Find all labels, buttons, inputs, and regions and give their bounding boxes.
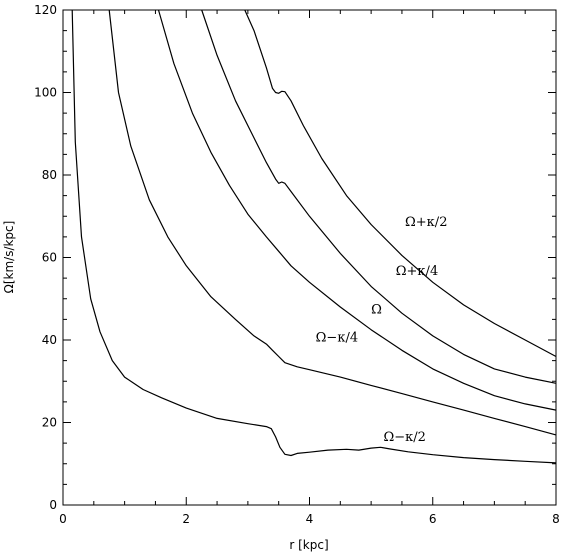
y-tick-label: 0 xyxy=(49,498,57,512)
curve-labels: Ω−κ/2 Ω−κ/4 Ω Ω+κ/4 Ω+κ/2 xyxy=(316,215,448,445)
series-label: Ω−κ/2 xyxy=(383,430,425,445)
y-tick-label: 20 xyxy=(42,416,57,430)
y-axis-label: Ω[km/s/kpc] xyxy=(2,221,16,294)
series-label: Ω+κ/2 xyxy=(405,215,447,230)
series-line xyxy=(108,9,557,436)
series-line xyxy=(244,9,557,358)
x-tick-label: 2 xyxy=(182,512,190,526)
plot-frame xyxy=(62,9,557,506)
x-tick-label: 0 xyxy=(59,512,67,526)
series-label: Ω−κ/4 xyxy=(316,331,358,346)
series-label: Ω+κ/4 xyxy=(396,264,438,279)
tick-marks xyxy=(62,9,557,506)
y-tick-label: 100 xyxy=(34,86,57,100)
y-tick-label: 40 xyxy=(42,333,57,347)
series-line xyxy=(201,9,557,384)
series-line xyxy=(157,9,557,411)
x-tick-label: 6 xyxy=(429,512,437,526)
y-tick-label: 120 xyxy=(34,3,57,17)
x-axis-label: r [kpc] xyxy=(289,538,328,552)
y-tick-label: 80 xyxy=(42,168,57,182)
curves xyxy=(71,9,557,464)
series-label: Ω xyxy=(371,303,382,318)
x-tick-label: 4 xyxy=(306,512,314,526)
x-tick-label: 8 xyxy=(552,512,560,526)
series-line xyxy=(71,9,557,464)
y-tick-label: 60 xyxy=(42,251,57,265)
